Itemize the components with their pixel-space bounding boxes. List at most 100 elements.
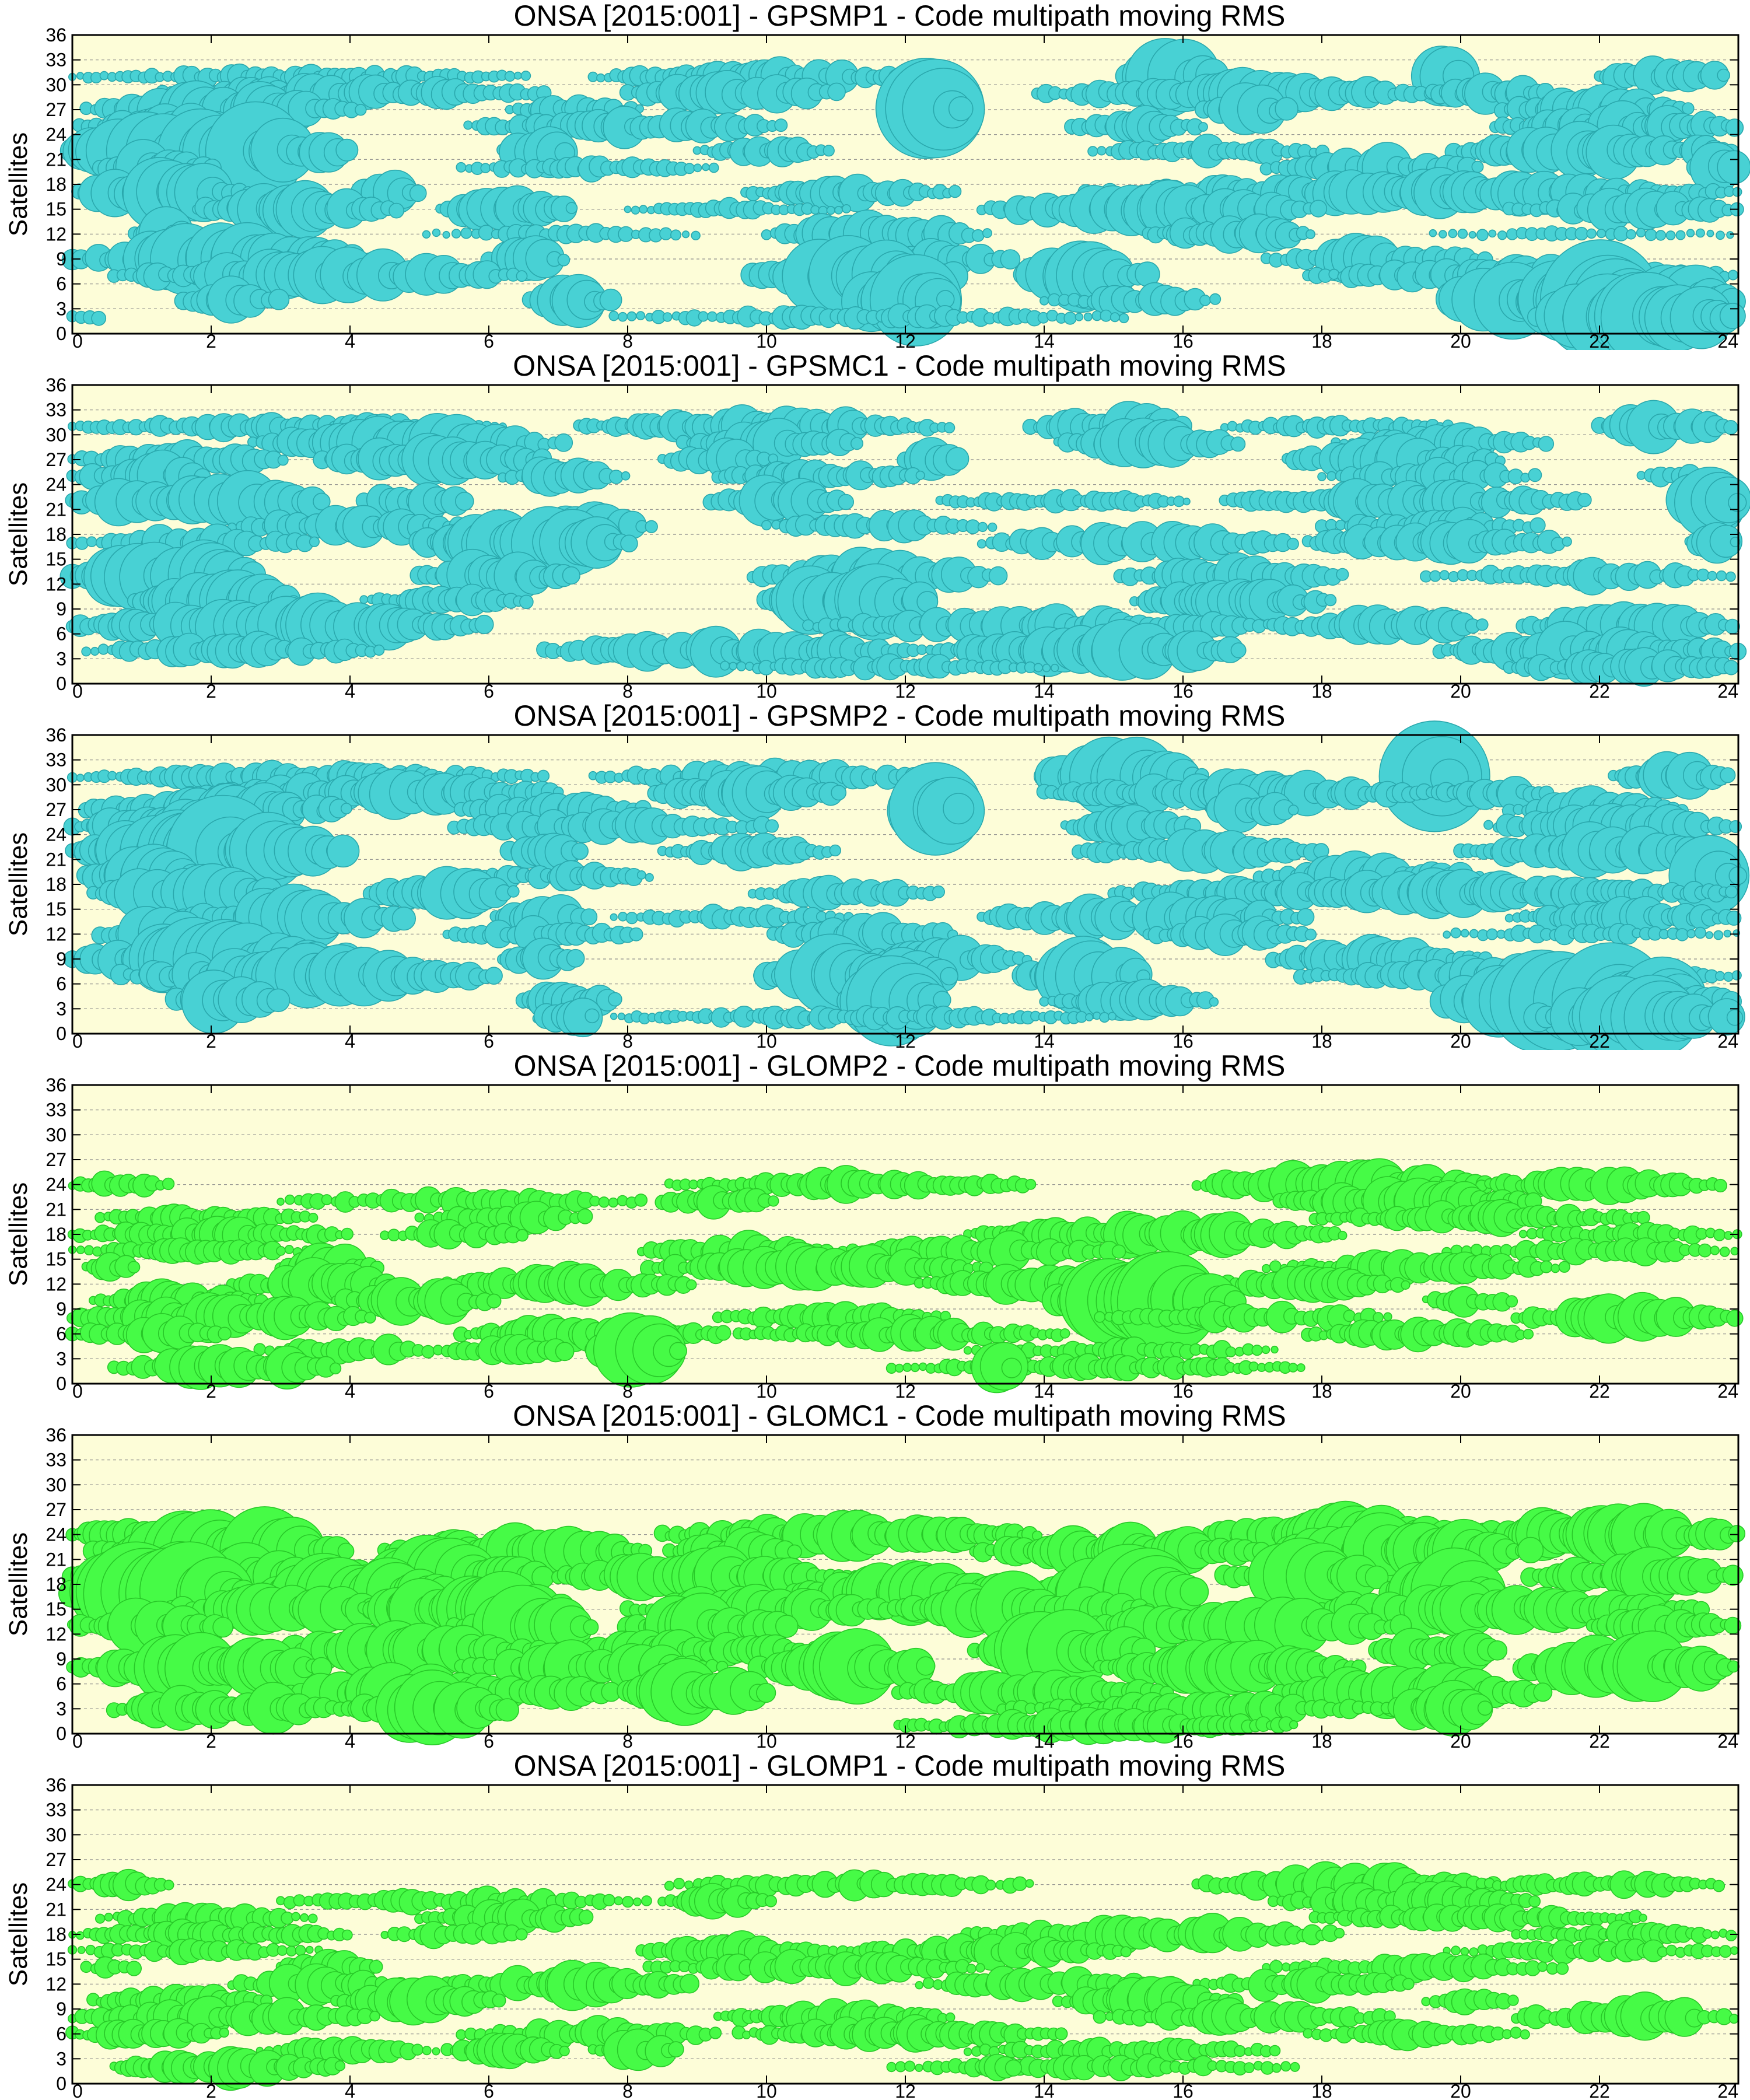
x-tick-label: 18 (1311, 331, 1332, 352)
data-bubble (276, 1198, 285, 1206)
data-bubble (626, 311, 637, 321)
data-bubble (587, 71, 598, 82)
data-bubble (1725, 118, 1744, 137)
data-bubble (761, 229, 772, 240)
data-bubble (639, 205, 648, 214)
y-tick-label: 15 (46, 899, 66, 920)
data-bubble (598, 1196, 610, 1208)
data-bubble (945, 447, 970, 471)
data-bubble (1719, 303, 1746, 330)
data-bubble (422, 230, 431, 239)
x-tick-label: 0 (72, 681, 83, 702)
x-tick-label: 16 (1172, 681, 1194, 702)
data-bubble (1324, 594, 1337, 607)
data-bubble (1725, 571, 1736, 582)
data-bubble (620, 534, 638, 552)
data-bubble (1727, 270, 1738, 281)
data-bubble (1275, 97, 1298, 121)
x-tick-label: 14 (1034, 1031, 1055, 1052)
data-bubble (1732, 187, 1742, 197)
y-tick-label: 30 (46, 424, 66, 445)
data-bubble (768, 1195, 779, 1207)
data-bubble (340, 803, 352, 815)
y-axis-label: Satellites (4, 832, 33, 937)
data-bubble (1717, 68, 1730, 82)
y-tick-label: 0 (56, 1023, 66, 1044)
data-bubble (1728, 493, 1747, 512)
data-bubble (409, 184, 427, 202)
x-tick-label: 14 (1034, 331, 1055, 352)
data-bubble (1726, 231, 1734, 239)
data-bubble (432, 228, 441, 237)
data-bubble (1448, 229, 1458, 239)
data-bubble (684, 163, 695, 174)
data-bubble (266, 988, 290, 1013)
data-bubble (838, 494, 854, 510)
data-bubble (636, 870, 646, 880)
data-bubble (571, 842, 589, 860)
data-bubble (1336, 568, 1349, 581)
data-bubble (1675, 230, 1686, 240)
data-bubble (277, 454, 289, 466)
data-bubble (341, 1227, 354, 1241)
data-bubble (1723, 929, 1732, 938)
data-bubble (988, 566, 1008, 586)
data-bubble (1074, 313, 1084, 321)
data-bubble (1457, 229, 1468, 239)
data-bubble (1087, 146, 1098, 157)
data-bubble (1286, 537, 1299, 551)
x-tick-label: 16 (1172, 331, 1194, 352)
data-bubble (313, 492, 331, 510)
data-bubble (1173, 495, 1185, 508)
data-bubble (1297, 908, 1315, 926)
data-bubble (1716, 230, 1725, 240)
data-bubble (1538, 436, 1555, 452)
x-tick-label: 10 (756, 331, 777, 352)
data-bubble (698, 311, 709, 322)
y-tick-label: 18 (46, 174, 66, 195)
data-bubble (485, 967, 503, 985)
data-bubble (977, 522, 988, 533)
data-bubble (442, 230, 450, 239)
data-bubble (373, 644, 385, 656)
data-bubble (736, 661, 747, 671)
data-bubble (414, 1212, 425, 1223)
data-bubble (1709, 524, 1743, 558)
data-bubble (1097, 146, 1107, 156)
data-bubble (75, 536, 89, 550)
data-bubble (1686, 229, 1695, 237)
data-bubble (625, 912, 638, 925)
data-bubble (1530, 517, 1546, 534)
data-bubble (915, 470, 925, 480)
y-tick-label: 9 (56, 249, 66, 270)
data-bubble (1586, 228, 1597, 239)
data-bubble (1326, 471, 1337, 481)
x-tick-label: 6 (484, 1031, 494, 1052)
data-bubble (1209, 293, 1222, 305)
data-bubble (693, 163, 702, 173)
data-bubble (326, 834, 360, 868)
data-bubble (1000, 249, 1021, 270)
y-tick-label: 27 (46, 799, 66, 820)
data-bubble (562, 566, 580, 585)
data-bubble (1288, 804, 1299, 816)
data-bubble (554, 433, 573, 452)
data-bubble (1486, 928, 1498, 940)
data-bubble (1198, 122, 1208, 132)
data-bubble (943, 793, 975, 825)
data-bubble (516, 1228, 529, 1242)
x-tick-label: 20 (1450, 681, 1471, 702)
data-bubble (599, 288, 622, 312)
data-bubble (826, 206, 835, 215)
data-bubble (584, 1008, 600, 1024)
x-tick-label: 16 (1172, 1031, 1194, 1052)
y-tick-label: 18 (46, 524, 66, 545)
data-bubble (1108, 1012, 1116, 1021)
data-bubble (1686, 929, 1696, 939)
data-bubble (691, 230, 701, 240)
data-bubble (519, 594, 534, 610)
x-tick-label: 4 (345, 1031, 355, 1052)
data-bubble (831, 785, 847, 801)
